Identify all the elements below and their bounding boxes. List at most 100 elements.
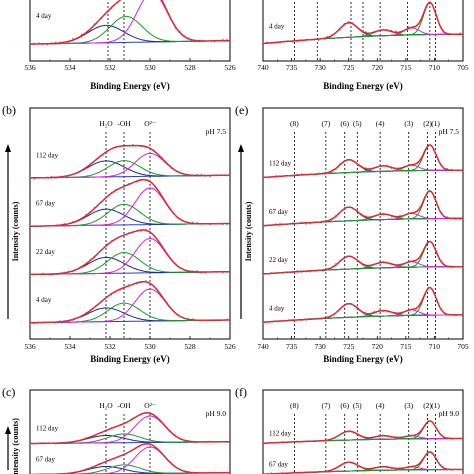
data-point (433, 293, 436, 295)
data-point (425, 422, 427, 425)
data-point (67, 222, 70, 225)
data-point (343, 258, 346, 260)
data-point (166, 164, 168, 166)
data-point (76, 471, 78, 473)
data-point (313, 174, 316, 176)
component-peak (30, 187, 230, 227)
panel-a: 4 day 536 534 532 530 528 526 Binding Energy (e… (24, 0, 236, 91)
data-point (179, 267, 181, 269)
data-point (373, 167, 376, 169)
data-point (408, 26, 410, 28)
data-point (196, 221, 198, 224)
data-point (403, 311, 406, 313)
data-point (313, 39, 316, 41)
data-point (175, 312, 177, 314)
data-point (330, 438, 333, 440)
data-point (46, 442, 48, 444)
peak-label: (5) (353, 401, 362, 410)
data-point (275, 223, 277, 225)
data-point (127, 284, 130, 286)
peak-label: (3) (404, 119, 413, 128)
data-point (123, 286, 126, 288)
data-point (80, 265, 83, 267)
data-point (132, 417, 134, 419)
data-point (378, 213, 380, 215)
data-point (279, 442, 281, 444)
data-point (455, 218, 457, 221)
data-point (416, 210, 418, 213)
data-point (429, 287, 431, 289)
component-peak (30, 152, 230, 179)
data-point (318, 471, 320, 474)
data-point (192, 174, 194, 176)
data-point (412, 308, 414, 310)
data-point (288, 223, 290, 225)
data-point (175, 466, 177, 468)
data-point (399, 168, 401, 170)
data-point (110, 427, 113, 429)
plot-frame (29, 0, 231, 62)
data-point (313, 439, 316, 442)
data-point (450, 314, 453, 316)
data-point (80, 170, 83, 172)
peak-label: (1) (431, 401, 440, 410)
data-point (205, 319, 207, 321)
data-point (266, 225, 268, 227)
data-point (283, 40, 286, 42)
data-point (283, 320, 286, 322)
data-point (42, 321, 44, 323)
data-point (42, 177, 44, 179)
data-point (55, 225, 57, 227)
data-point (360, 466, 363, 469)
data-point (438, 256, 440, 258)
data-point (283, 175, 286, 177)
data-point (433, 424, 436, 426)
data-point (386, 262, 388, 264)
data-point (369, 217, 371, 219)
data-point (386, 29, 388, 31)
y-arrow-head (5, 426, 11, 434)
component-peak (263, 420, 463, 444)
plot-frame (262, 389, 464, 474)
data-point (420, 157, 423, 159)
component-peak (263, 190, 463, 227)
data-point (450, 438, 453, 440)
x-tick-label: 705 (457, 63, 469, 72)
data-point (93, 206, 96, 209)
data-point (416, 23, 418, 25)
data-point (365, 31, 367, 33)
data-point (72, 37, 74, 40)
data-point (360, 262, 363, 264)
peak-label: H₂O (99, 401, 113, 410)
peak-label: (6) (340, 119, 349, 128)
data-point (283, 442, 286, 444)
data-point (318, 39, 320, 42)
data-point (425, 243, 427, 246)
data-point (399, 214, 401, 217)
data-point (288, 472, 290, 474)
peak-label: (1) (431, 119, 440, 128)
data-point (72, 221, 74, 223)
data-point (89, 163, 91, 165)
x-tick-label: 536 (24, 63, 36, 72)
data-point (459, 437, 461, 439)
curve-label: 4 day (269, 304, 285, 312)
data-point (50, 442, 53, 445)
data-point (365, 467, 367, 470)
data-point (446, 469, 448, 471)
data-point (382, 29, 384, 31)
data-point (123, 421, 126, 424)
data-point (213, 41, 215, 43)
data-point (296, 173, 298, 175)
data-point (89, 210, 91, 213)
component-peak (263, 241, 463, 275)
data-point (37, 274, 40, 276)
data-point (438, 21, 440, 23)
peak-label: (7) (321, 401, 330, 410)
data-point (403, 214, 406, 216)
data-point (455, 315, 457, 317)
data-point (288, 271, 290, 273)
data-point (170, 431, 173, 433)
data-point (399, 436, 401, 438)
